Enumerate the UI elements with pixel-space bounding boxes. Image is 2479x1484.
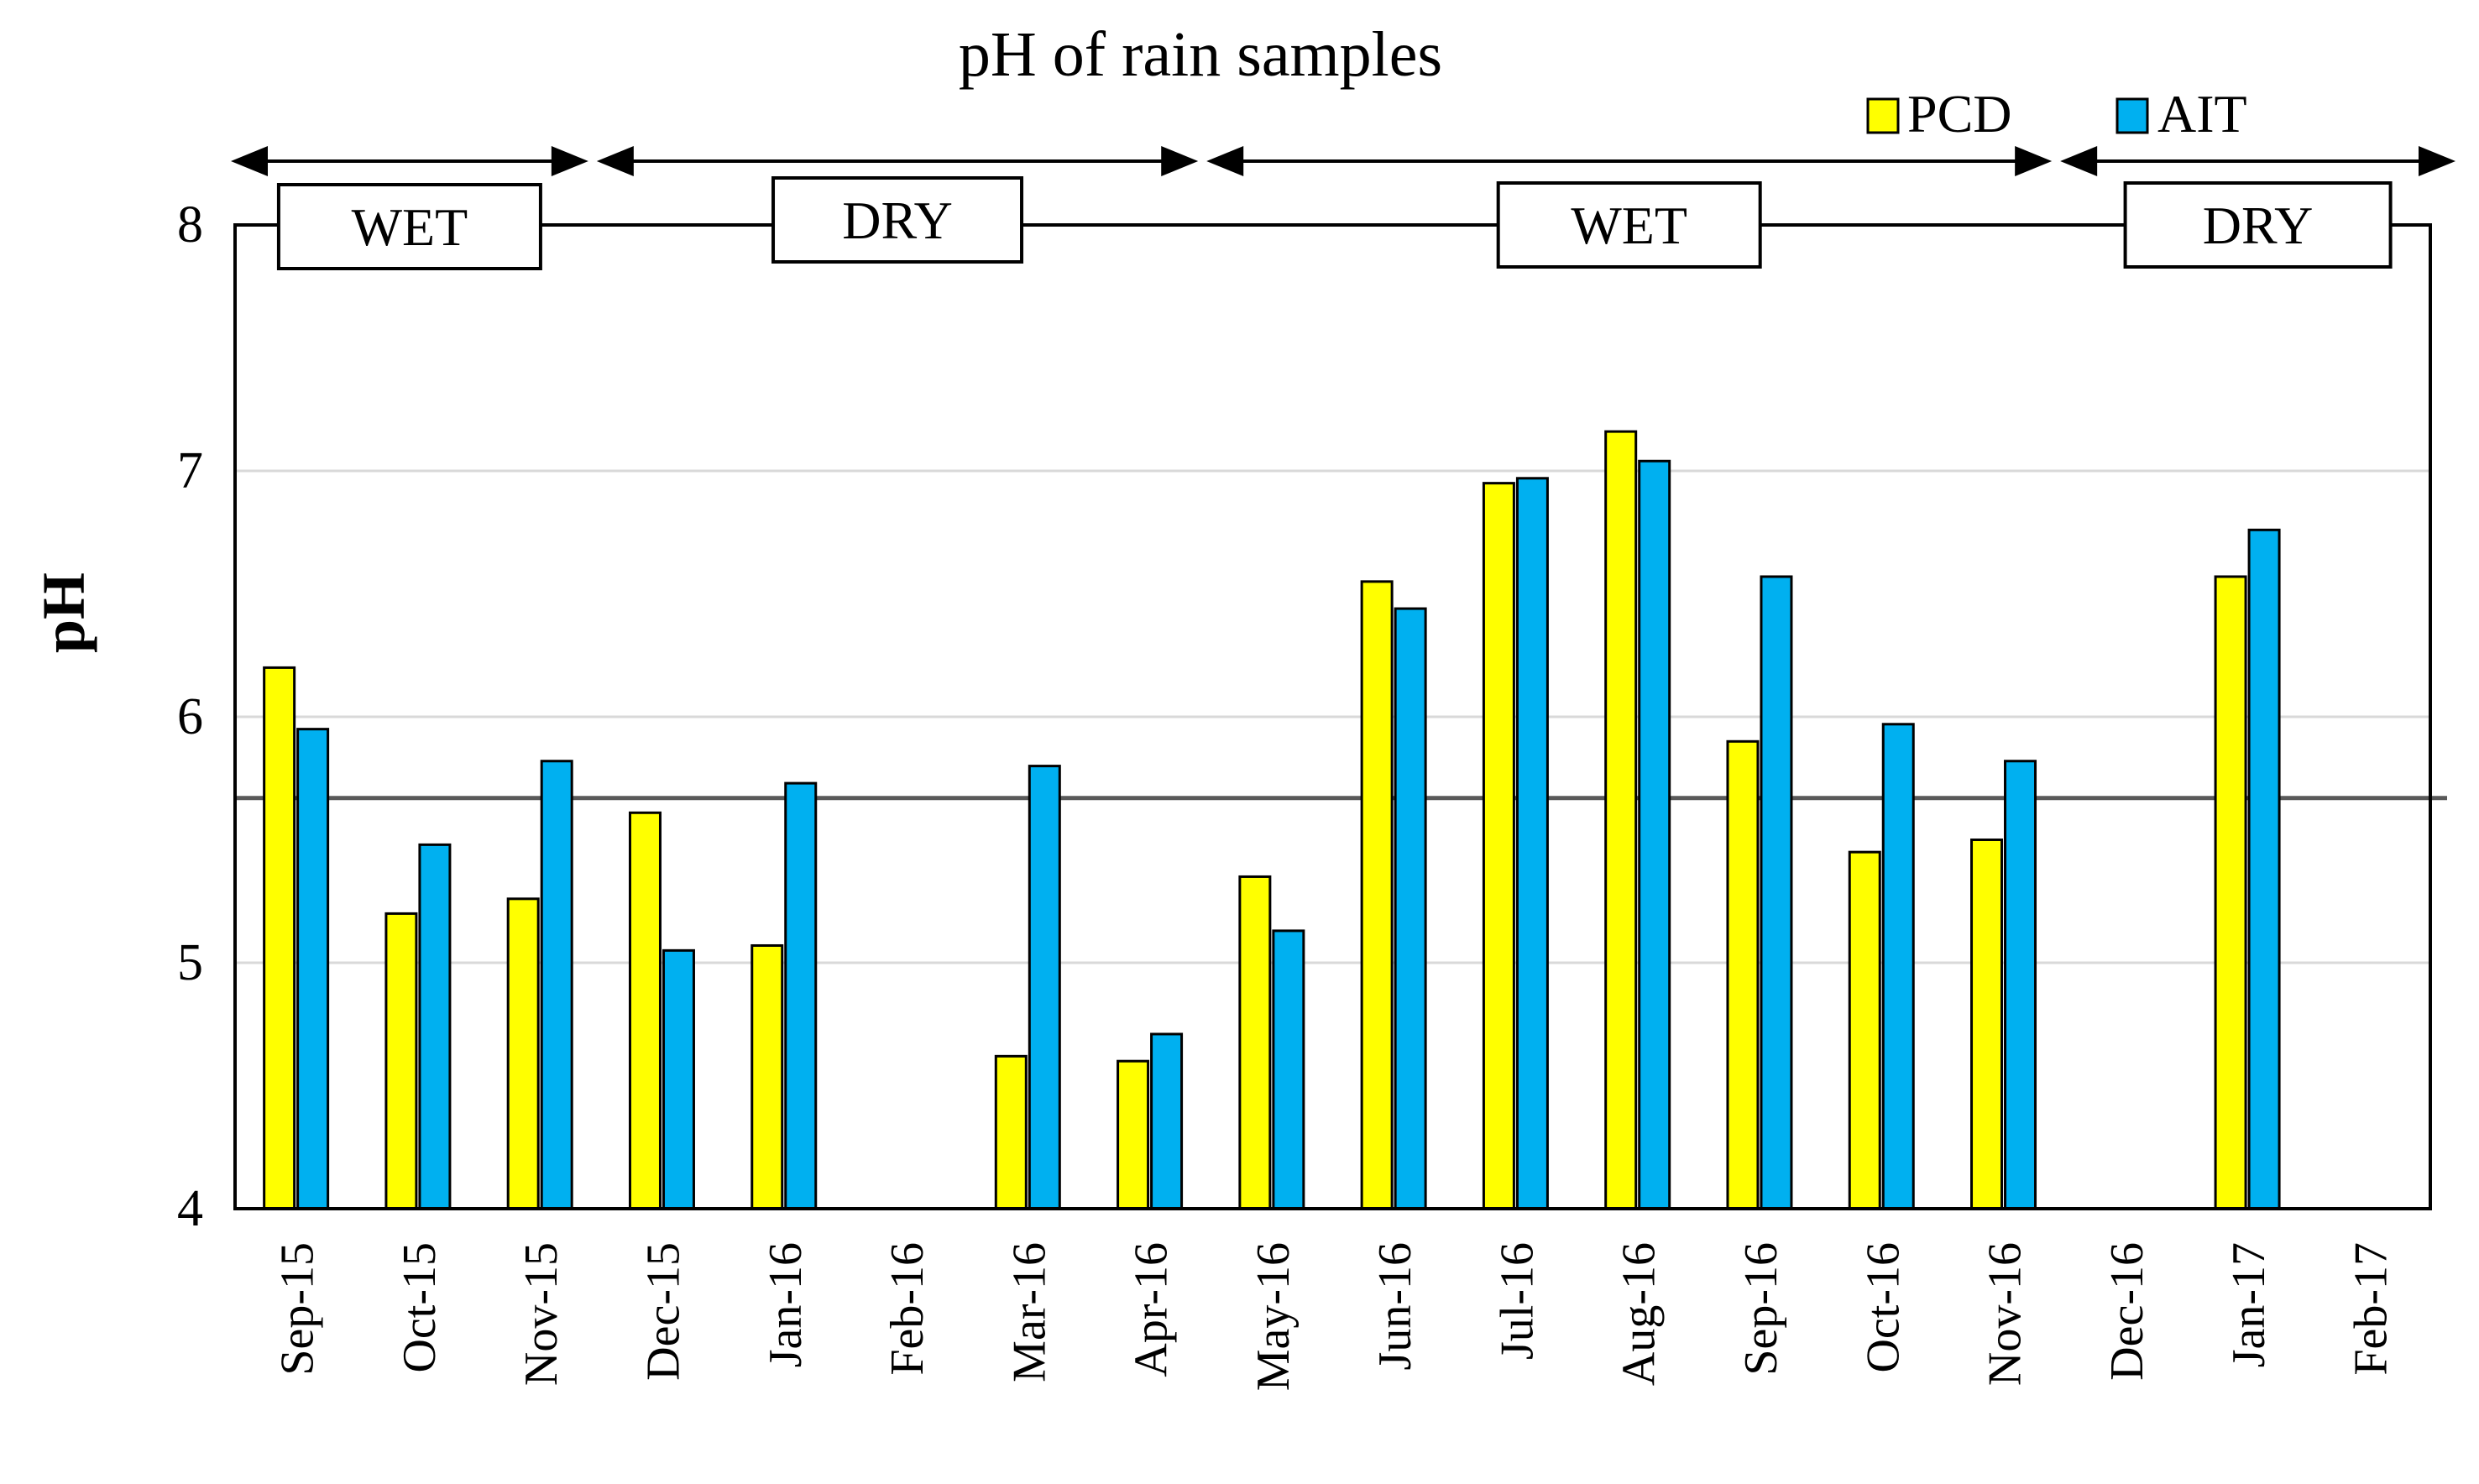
x-tick-label: Oct-15 bbox=[394, 1242, 446, 1373]
y-tick-label: 4 bbox=[177, 1180, 203, 1237]
x-tick-label: Feb-17 bbox=[2345, 1242, 2397, 1376]
bar-ait-jan-16 bbox=[784, 781, 818, 1210]
season-box bbox=[771, 176, 1024, 264]
bar-pcd-nov-15 bbox=[506, 897, 540, 1210]
bar-pcd-apr-16 bbox=[1117, 1059, 1150, 1210]
bar-ait-may-16 bbox=[1272, 929, 1305, 1210]
x-tick-label: Apr-16 bbox=[1126, 1242, 1178, 1377]
season-box bbox=[276, 183, 542, 270]
bar-ait-sep-16 bbox=[1760, 575, 1793, 1210]
x-axis-ticks: Sep-15 Oct-15 Nov-15 Dec-15 Jan-16 Feb-16 Mar-… bbox=[272, 1242, 2398, 1391]
legend-swatch-pcd bbox=[1866, 97, 1900, 134]
bar-pcd-jun-16 bbox=[1360, 580, 1394, 1210]
bar-ait-aug-16 bbox=[1638, 459, 1671, 1210]
season-label: DRY bbox=[2203, 196, 2314, 255]
x-tick-label: Sep-15 bbox=[272, 1242, 324, 1376]
x-tick-label: Jun-16 bbox=[1369, 1242, 1421, 1370]
arrow-head-right bbox=[1161, 146, 1199, 176]
season-marker-dry: DRY bbox=[2060, 146, 2455, 269]
bar-ait-apr-16 bbox=[1150, 1032, 1184, 1210]
bar-pcd-oct-15 bbox=[384, 912, 418, 1210]
y-tick-label: 7 bbox=[177, 442, 203, 499]
bar-pcd-sep-16 bbox=[1726, 739, 1760, 1210]
chart-title: pH of rain samples bbox=[959, 19, 1442, 90]
x-tick-label: Jan-16 bbox=[760, 1242, 812, 1367]
x-tick-label: Oct-16 bbox=[1857, 1242, 1909, 1373]
bar-ait-jul-16 bbox=[1515, 477, 1549, 1210]
bar-pcd-may-16 bbox=[1238, 875, 1272, 1210]
bar-pcd-jul-16 bbox=[1482, 482, 1515, 1210]
x-tick-label: Dec-15 bbox=[637, 1242, 689, 1381]
gridlines bbox=[235, 469, 2430, 964]
bar-pcd-dec-15 bbox=[628, 811, 662, 1210]
plot-frame bbox=[233, 223, 2432, 1210]
x-tick-label: Nov-16 bbox=[1980, 1242, 2032, 1386]
bar-pcd-jan-17 bbox=[2214, 575, 2247, 1210]
bars bbox=[263, 430, 2281, 1210]
y-axis-ticks: 4 5 6 7 8 bbox=[177, 196, 203, 1237]
y-tick-label: 5 bbox=[177, 934, 203, 991]
bar-ait-jun-16 bbox=[1394, 607, 1427, 1210]
bar-ait-dec-15 bbox=[662, 948, 695, 1210]
x-tick-label: Nov-15 bbox=[515, 1242, 567, 1386]
bar-ait-nov-15 bbox=[540, 760, 573, 1210]
bar-ait-oct-15 bbox=[418, 843, 452, 1210]
x-tick-label: Mar-16 bbox=[1003, 1242, 1055, 1382]
season-marker-wet: WET bbox=[231, 146, 588, 270]
x-tick-label: Feb-16 bbox=[881, 1242, 934, 1376]
arrow-head-left bbox=[596, 146, 634, 176]
legend: PCD AIT bbox=[1866, 84, 2247, 144]
bar-ait-mar-16 bbox=[1028, 765, 1061, 1210]
legend-swatch-ait bbox=[2116, 97, 2149, 134]
bar-ait-sep-15 bbox=[296, 728, 330, 1210]
y-tick-label: 8 bbox=[177, 196, 203, 253]
x-tick-label: Sep-16 bbox=[1735, 1242, 1787, 1376]
season-markers: WET DRY WET DRY bbox=[231, 146, 2455, 270]
y-tick-label: 6 bbox=[177, 688, 203, 745]
bar-pcd-sep-15 bbox=[263, 666, 296, 1210]
bar-ait-nov-16 bbox=[2004, 760, 2037, 1210]
bar-pcd-jan-16 bbox=[750, 943, 784, 1210]
bar-pcd-nov-16 bbox=[1970, 839, 2004, 1210]
bar-ait-oct-16 bbox=[1881, 723, 1915, 1210]
bar-ait-jan-17 bbox=[2247, 528, 2281, 1210]
arrow-head-left bbox=[231, 146, 268, 176]
x-tick-label: Jul-16 bbox=[1491, 1242, 1543, 1360]
season-box bbox=[2123, 181, 2393, 269]
arrow-head-left bbox=[2060, 146, 2098, 176]
x-tick-label: Dec-16 bbox=[2101, 1242, 2153, 1381]
x-tick-label: Aug-16 bbox=[1613, 1242, 1666, 1386]
bar-pcd-aug-16 bbox=[1604, 430, 1638, 1210]
season-label: WET bbox=[1571, 196, 1687, 255]
arrow-head-left bbox=[1206, 146, 1244, 176]
arrow-head-right bbox=[2419, 146, 2455, 176]
season-label: WET bbox=[352, 197, 468, 257]
season-marker-dry: DRY bbox=[596, 146, 1199, 264]
y-axis-title: pH bbox=[30, 572, 97, 653]
x-tick-label: Jan-17 bbox=[2223, 1242, 2275, 1367]
arrow-head-right bbox=[2015, 146, 2053, 176]
bar-pcd-mar-16 bbox=[994, 1054, 1028, 1210]
legend-label-pcd: PCD bbox=[1907, 84, 2012, 144]
season-box bbox=[1496, 181, 1762, 269]
bar-pcd-oct-16 bbox=[1848, 850, 1881, 1210]
season-marker-wet: WET bbox=[1206, 146, 2053, 269]
season-label: DRY bbox=[842, 191, 953, 250]
x-tick-label: May-16 bbox=[1247, 1242, 1300, 1391]
legend-label-ait: AIT bbox=[2157, 84, 2247, 144]
arrow-head-right bbox=[551, 146, 588, 176]
